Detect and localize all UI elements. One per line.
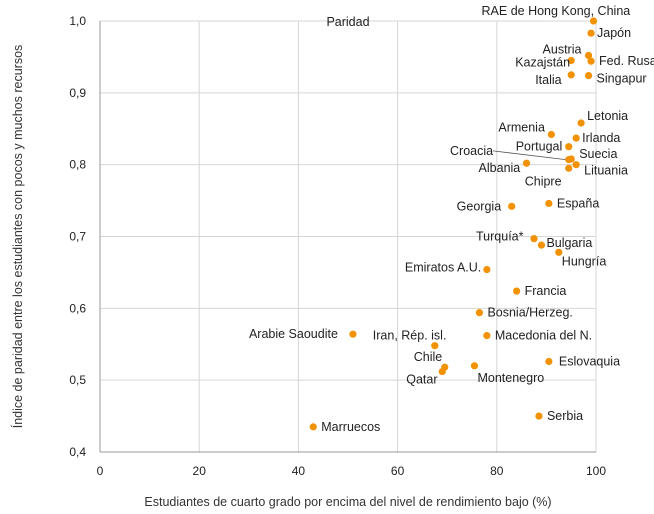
data-point xyxy=(545,199,553,208)
point-label: Lituania xyxy=(584,164,628,178)
point-label: Emiratos A.U. xyxy=(405,261,481,275)
y-tick-label: 0,5 xyxy=(69,373,86,387)
point-label: Qatar xyxy=(406,373,437,387)
data-points xyxy=(309,17,598,431)
x-tick-label: 20 xyxy=(193,464,207,478)
point-label: Armenia xyxy=(498,120,545,134)
point-label: Eslovaquia xyxy=(559,354,620,368)
x-axis-title: Estudiantes de cuarto grado por encima d… xyxy=(144,495,551,509)
data-point xyxy=(577,119,585,127)
y-tick-label: 1,0 xyxy=(69,14,86,28)
point-label: Singapur xyxy=(597,72,647,86)
axes: 0 20 40 60 80 100 0,4 0,5 0,6 0,7 0,8 0,9 1,0 xyxy=(69,14,606,478)
data-point xyxy=(309,423,317,431)
point-label: Turquía* xyxy=(476,230,524,244)
x-tick-label: 60 xyxy=(391,464,405,478)
data-point xyxy=(545,357,553,366)
grid-lines xyxy=(100,20,597,452)
data-point xyxy=(567,71,575,79)
point-label: Serbia xyxy=(547,409,583,423)
data-point xyxy=(438,367,446,376)
point-label: RAE de Hong Kong, China xyxy=(482,4,631,18)
label-connectors xyxy=(492,150,566,161)
data-point xyxy=(584,71,593,80)
point-label: Austria xyxy=(543,42,582,56)
data-point xyxy=(555,248,563,256)
point-label: Chile xyxy=(414,350,443,364)
point-label: Suecia xyxy=(579,147,617,161)
data-point xyxy=(535,412,543,420)
data-point xyxy=(470,362,479,370)
data-point xyxy=(547,130,555,139)
x-tick-label: 40 xyxy=(292,464,306,478)
point-label: Letonia xyxy=(587,109,628,123)
y-tick-label: 0,7 xyxy=(69,230,86,244)
point-label: Albania xyxy=(479,161,521,175)
data-point xyxy=(483,332,491,340)
data-point xyxy=(513,287,521,295)
data-point xyxy=(349,330,357,338)
point-label: Macedonia del N. xyxy=(495,329,592,343)
point-label: Hungría xyxy=(562,254,607,268)
x-tick-label: 0 xyxy=(97,464,104,478)
y-axis-title: Índice de paridad entre los estudiantes … xyxy=(10,45,25,429)
data-point xyxy=(537,241,546,249)
point-label: Arabie Saoudite xyxy=(249,327,338,341)
data-point xyxy=(508,202,516,210)
data-point xyxy=(530,235,538,243)
label-connector xyxy=(492,150,566,161)
data-point xyxy=(565,143,573,151)
data-point xyxy=(589,17,598,25)
data-point xyxy=(567,56,575,65)
y-tick-label: 0,8 xyxy=(69,158,86,172)
parity-line-label: Paridad xyxy=(326,15,369,29)
point-label: Croacia xyxy=(450,144,493,158)
point-label: Francia xyxy=(525,284,567,298)
data-point xyxy=(584,51,593,60)
point-labels: RAE de Hong Kong, China Japón AustriaKazaj… xyxy=(249,4,654,434)
data-point xyxy=(587,57,595,65)
x-tick-label: 100 xyxy=(586,464,606,478)
point-label: Chipre xyxy=(525,174,562,188)
data-point xyxy=(572,134,580,142)
point-label: Georgia xyxy=(457,199,502,213)
x-tick-label: 80 xyxy=(490,464,504,478)
point-label: Bulgaria xyxy=(546,236,592,250)
point-label: Iran, Rép. isl. xyxy=(373,329,447,343)
data-point xyxy=(567,155,575,163)
point-label: Montenegro xyxy=(477,371,544,385)
y-tick-label: 0,9 xyxy=(69,86,86,100)
point-label: Kazajstán xyxy=(515,56,570,70)
data-point xyxy=(572,161,580,169)
point-label: Japón xyxy=(597,26,631,40)
data-point xyxy=(565,164,573,172)
point-label: Bosnia/Herzeg. xyxy=(487,306,572,320)
data-point xyxy=(587,29,595,37)
y-tick-label: 0,6 xyxy=(69,301,86,315)
point-label: Italia xyxy=(535,73,561,87)
y-tick-label: 0,4 xyxy=(69,445,86,459)
data-point xyxy=(431,342,439,350)
point-label: Fed. Rusa xyxy=(599,54,654,68)
data-point xyxy=(522,159,531,167)
point-label: Portugal xyxy=(516,140,563,154)
point-label: Marruecos xyxy=(321,420,380,434)
data-point xyxy=(475,309,484,317)
point-label: España xyxy=(557,196,599,210)
data-point xyxy=(483,265,491,274)
point-label: Irlanda xyxy=(582,131,620,145)
